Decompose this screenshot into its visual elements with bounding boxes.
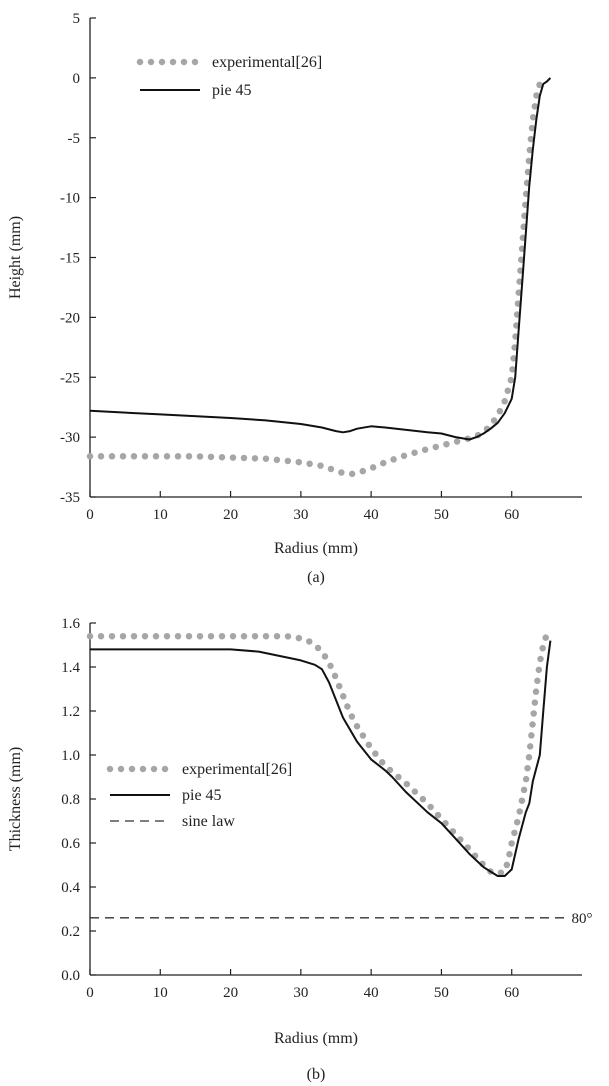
y-axis-label: Thickness (mm) bbox=[7, 747, 24, 851]
x-axis-label: Radius (mm) bbox=[274, 1030, 358, 1047]
chart-panel-a: 50-5-10-15-20-25-30-350 10 20 30 40 50 60Radiu… bbox=[7, 11, 582, 586]
y-tick-label: 1.4 bbox=[61, 660, 80, 676]
y-tick-label: 0.4 bbox=[61, 880, 80, 896]
x-tick-label: 10 bbox=[153, 507, 168, 523]
y-tick-label: -35 bbox=[60, 490, 80, 506]
series-line bbox=[89, 77, 552, 441]
panel-label: (a) bbox=[307, 569, 325, 586]
x-tick-label: 20 bbox=[223, 985, 238, 1001]
legend-label: sine law bbox=[182, 813, 235, 830]
y-tick-label: -30 bbox=[60, 430, 80, 446]
y-tick-label: -25 bbox=[60, 370, 80, 386]
series-line bbox=[86, 630, 551, 878]
x-tick-label: 30 bbox=[293, 985, 308, 1001]
series-line bbox=[86, 74, 547, 478]
y-tick-label: -5 bbox=[68, 131, 81, 147]
x-tick-label: 50 bbox=[434, 507, 449, 523]
y-tick-label: 0 bbox=[73, 71, 81, 87]
legend-label: experimental[26] bbox=[182, 761, 292, 778]
y-tick-label: 1.0 bbox=[61, 748, 80, 764]
x-tick-label: 60 bbox=[504, 985, 519, 1001]
x-tick-label: 0 bbox=[86, 507, 94, 523]
x-tick-label: 60 bbox=[504, 507, 519, 523]
panel-label: (b) bbox=[307, 1066, 326, 1083]
x-axis-label: Radius (mm) bbox=[274, 540, 358, 557]
chart-panel-b: 1.6 1.4 1.2 1.0 0.8 0.6 0.4 0.2 0.0 0 10 20 30 40 50 60… bbox=[7, 616, 592, 1083]
y-tick-label: 1.2 bbox=[61, 704, 80, 720]
y-tick-label: 0.8 bbox=[61, 792, 80, 808]
y-tick-label: -20 bbox=[60, 310, 80, 326]
x-tick-label: 10 bbox=[153, 985, 168, 1001]
x-tick-label: 20 bbox=[223, 507, 238, 523]
y-tick-label: -15 bbox=[60, 251, 80, 267]
y-tick-label: 0.2 bbox=[61, 924, 80, 940]
x-tick-label: 40 bbox=[364, 985, 379, 1001]
x-tick-label: 30 bbox=[293, 507, 308, 523]
x-tick-label: 50 bbox=[434, 985, 449, 1001]
series-line bbox=[90, 640, 552, 877]
y-tick-label: 5 bbox=[73, 11, 81, 27]
y-tick-label: 0.6 bbox=[61, 836, 80, 852]
legend-label: experimental[26] bbox=[212, 54, 322, 71]
legend-label: pie 45 bbox=[212, 82, 252, 99]
y-tick-label: -10 bbox=[60, 191, 80, 207]
x-tick-label: 40 bbox=[364, 507, 379, 523]
y-tick-label: 1.6 bbox=[61, 616, 80, 632]
legend-label: pie 45 bbox=[182, 787, 222, 804]
y-axis-label: Height (mm) bbox=[7, 216, 24, 299]
annotation-label: 80° bbox=[571, 911, 592, 927]
x-tick-label: 0 bbox=[86, 985, 94, 1001]
y-tick-label: 0.0 bbox=[61, 968, 80, 984]
